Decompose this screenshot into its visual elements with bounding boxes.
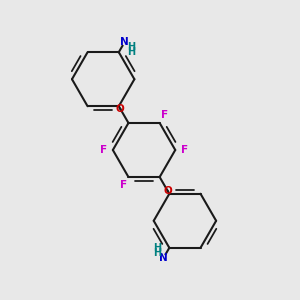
Text: F: F [160,110,168,120]
Text: O: O [116,104,125,114]
Text: N: N [159,253,168,262]
Text: H: H [153,243,161,253]
Text: H: H [153,248,161,258]
Text: O: O [164,186,172,196]
Text: H: H [127,47,135,57]
Text: N: N [120,38,129,47]
Text: F: F [100,145,107,155]
Text: H: H [127,42,135,52]
Text: F: F [181,145,188,155]
Text: F: F [120,180,128,190]
